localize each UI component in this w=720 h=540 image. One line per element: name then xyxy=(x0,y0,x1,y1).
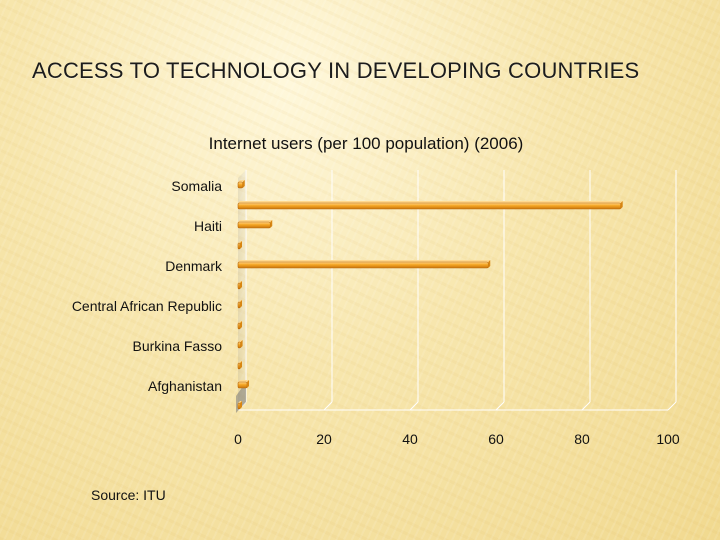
bar-series-2 xyxy=(237,321,242,330)
gridline-foot xyxy=(495,401,505,411)
gridline-foot xyxy=(667,401,677,411)
source-note: Source: ITU xyxy=(91,487,166,503)
gridline-foot xyxy=(323,401,333,411)
gridline-foot xyxy=(409,401,419,411)
chart-title: Internet users (per 100 population) (200… xyxy=(208,134,524,153)
y-category-label: Central African Republic xyxy=(72,298,222,314)
x-tick-label: 20 xyxy=(316,431,332,447)
bar-series-2 xyxy=(237,361,242,370)
y-category-label: Afghanistan xyxy=(148,378,222,394)
bar-series-2 xyxy=(237,201,623,210)
y-category-label: Haiti xyxy=(194,218,222,234)
y-category-label: Somalia xyxy=(171,178,222,194)
bar-series-1 xyxy=(237,180,245,189)
y-category-label: Burkina Fasso xyxy=(133,338,223,354)
bar-series-1 xyxy=(237,380,250,389)
x-tick-label: 0 xyxy=(234,431,242,447)
bar-series-1 xyxy=(237,340,243,349)
y-category-label: Denmark xyxy=(165,258,223,274)
bar-layer xyxy=(237,180,623,410)
x-tick-label: 60 xyxy=(488,431,504,447)
x-tick-label: 40 xyxy=(402,431,418,447)
gridline-foot xyxy=(581,401,591,411)
x-tick-label: 80 xyxy=(574,431,590,447)
bar-series-2 xyxy=(237,401,242,410)
bar-series-2 xyxy=(237,241,242,250)
bar-series-1 xyxy=(237,300,242,309)
x-tick-label: 100 xyxy=(656,431,680,447)
bar-series-1 xyxy=(237,260,491,269)
slide-title: ACCESS TO TECHNOLOGY IN DEVELOPING COUNT… xyxy=(32,58,640,83)
label-layer: 0 20 40 60 80 100 Somalia Haiti Denmark Central A… xyxy=(72,178,680,447)
bar-series-2 xyxy=(237,281,242,290)
side-wall xyxy=(238,170,246,410)
bar-series-1 xyxy=(237,220,273,229)
